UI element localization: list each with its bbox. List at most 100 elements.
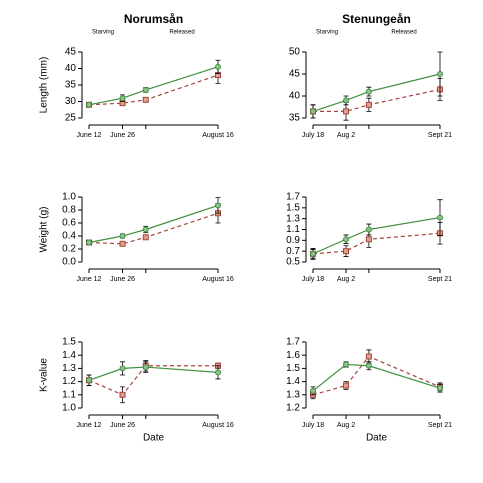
x-tick-label: June 26 — [110, 276, 135, 283]
series-line — [88, 66, 219, 106]
y-tick-label: 1.5 — [62, 337, 76, 348]
point — [343, 382, 350, 389]
point — [119, 365, 126, 372]
y-tick-label: 1.4 — [286, 376, 300, 387]
y-tick-label: 40 — [65, 63, 77, 74]
point — [365, 101, 372, 108]
series-line — [312, 232, 441, 255]
series-line — [312, 216, 441, 255]
y-tick-label: 0.5 — [286, 257, 300, 268]
y-tick-label: 1.5 — [286, 363, 300, 374]
x-tick-label: June 26 — [110, 132, 135, 139]
y-tick-label: 40 — [289, 91, 301, 102]
point — [119, 95, 126, 102]
point — [437, 71, 443, 77]
y-tick-label: 1.3 — [62, 363, 76, 374]
point — [343, 236, 350, 243]
x-tick-label: Aug 2 — [337, 276, 355, 283]
y-tick-label: 35 — [65, 80, 77, 91]
point — [119, 391, 126, 398]
x-tick-label: Sept 21 — [428, 132, 452, 139]
x-tick-label: Aug 2 — [337, 132, 355, 139]
y-tick-label: 45 — [65, 47, 77, 58]
x-tick-label: June 26 — [110, 422, 135, 429]
point — [142, 226, 149, 233]
x-tick-label: July 18 — [302, 276, 324, 283]
y-tick-label: 1.6 — [286, 350, 300, 361]
y-tick-label: 0.2 — [62, 244, 76, 255]
y-tick-label: 0.8 — [62, 205, 76, 216]
y-axis-label: K-value — [39, 358, 50, 392]
y-tick-label: 1.1 — [62, 389, 76, 400]
y-tick-label: 1.0 — [62, 403, 76, 414]
y-tick-label: 1.1 — [286, 224, 300, 235]
point — [119, 233, 126, 239]
x-tick-label: July 18 — [302, 132, 324, 139]
y-tick-label: 0.4 — [62, 231, 76, 242]
point — [310, 108, 316, 115]
point — [310, 250, 316, 257]
y-tick-label: 1.3 — [286, 389, 300, 400]
x-tick-label: Sept 21 — [428, 276, 452, 283]
y-tick-label: 30 — [65, 96, 77, 107]
y-tick-label: 45 — [289, 69, 301, 80]
x-axis-label: Date — [143, 433, 165, 444]
panel-title: Stenungeån — [342, 12, 411, 26]
y-tick-label: 0.6 — [62, 218, 76, 229]
x-tick-label: July 18 — [302, 422, 324, 429]
point — [365, 88, 372, 95]
annotation: Starving — [92, 30, 114, 36]
point — [86, 101, 92, 108]
x-tick-label: August 16 — [202, 422, 234, 429]
point — [310, 387, 316, 394]
y-tick-label: 1.5 — [286, 202, 300, 213]
x-axis-label: Date — [366, 433, 388, 444]
x-tick-label: August 16 — [202, 132, 234, 139]
x-tick-label: Aug 2 — [337, 422, 355, 429]
panel-title: Norumsån — [124, 12, 183, 26]
point — [142, 96, 149, 103]
series-line — [88, 204, 219, 244]
point — [142, 364, 149, 371]
series-line — [312, 73, 441, 112]
x-tick-label: August 16 — [202, 276, 234, 283]
y-tick-label: 1.3 — [286, 213, 300, 224]
point — [365, 353, 372, 360]
point — [142, 86, 149, 93]
series-line — [312, 355, 441, 396]
y-tick-label: 0.7 — [286, 246, 300, 257]
series-line — [313, 88, 441, 112]
point — [365, 362, 372, 369]
point — [343, 361, 350, 368]
point — [215, 202, 221, 209]
series-line — [88, 366, 219, 381]
point — [119, 240, 126, 247]
y-tick-label: 1.2 — [286, 403, 300, 414]
series-line — [88, 212, 219, 245]
point — [215, 369, 221, 376]
annotation: Released — [169, 30, 194, 36]
y-tick-label: 1.7 — [286, 192, 300, 203]
x-tick-label: Sept 21 — [428, 422, 452, 429]
y-tick-label: 25 — [65, 113, 77, 124]
point — [343, 97, 350, 104]
x-tick-label: June 12 — [77, 132, 102, 139]
y-tick-label: 1.7 — [286, 337, 300, 348]
y-tick-label: 1.2 — [62, 376, 76, 387]
y-axis-label: Length (mm) — [39, 57, 50, 114]
point — [343, 248, 350, 255]
point — [215, 63, 221, 70]
x-tick-label: June 12 — [77, 422, 102, 429]
series-line — [88, 74, 219, 106]
annotation: Starving — [316, 30, 338, 36]
y-tick-label: 35 — [289, 113, 301, 124]
series-line — [312, 363, 441, 392]
point — [142, 234, 149, 241]
point — [437, 385, 443, 392]
y-tick-label: 50 — [289, 47, 301, 58]
point — [343, 108, 350, 115]
y-axis-label: Weight (g) — [39, 207, 50, 253]
y-tick-label: 1.0 — [62, 192, 76, 203]
point — [365, 236, 372, 243]
